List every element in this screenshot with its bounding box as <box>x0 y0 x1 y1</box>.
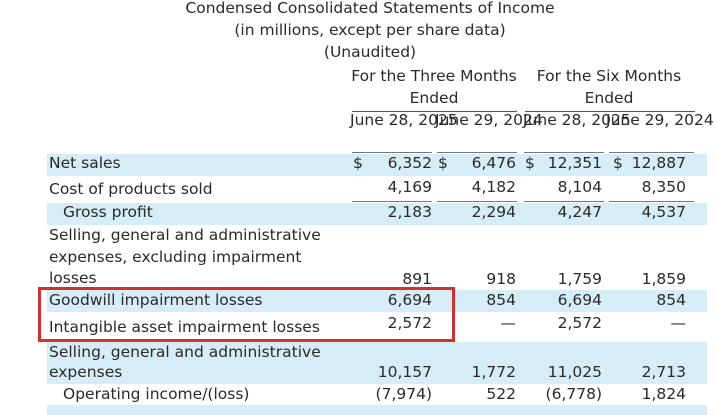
row-label: Selling, general and administrative expe… <box>49 343 321 381</box>
cell-value: 4,247 <box>557 203 602 221</box>
col-rule-2 <box>437 152 517 153</box>
currency-symbol: $ <box>613 154 623 172</box>
cell-value: (6,778) <box>545 385 602 403</box>
cell-value: 2,572 <box>557 314 602 332</box>
table-row-operating-income: Operating income/(loss) (7,974) 522 (6,7… <box>47 384 707 406</box>
audit-note: (Unaudited) <box>323 43 417 61</box>
group-header-six-months: For the Six Months Ended <box>536 67 682 107</box>
cell-value: 12,351 <box>547 154 602 172</box>
table-row-sga-excluding-impairment: Selling, general and administrative expe… <box>47 225 707 289</box>
row-label: Goodwill impairment losses <box>49 291 263 309</box>
currency-symbol: $ <box>353 154 363 172</box>
cell-value: 8,350 <box>641 178 686 196</box>
cell-value: — <box>500 314 517 332</box>
cell-value: 891 <box>402 270 432 288</box>
row-label: Intangible asset impairment losses <box>49 318 320 336</box>
subtotal-rule <box>609 201 694 202</box>
cell-value: 2,294 <box>471 203 516 221</box>
table-row-goodwill-impairment: Goodwill impairment losses 6,694 854 6,6… <box>47 290 707 312</box>
subtotal-rule <box>437 201 517 202</box>
row-label: Gross profit <box>63 203 153 221</box>
cell-value: 854 <box>656 291 686 309</box>
cell-value: 6,694 <box>557 291 602 309</box>
column-header-q-2024: June 29, 2024 <box>435 111 543 129</box>
table-row-net-sales: Net sales $ $ $ $ 6,352 6,476 12,351 12,… <box>47 154 707 176</box>
cell-value: 11,025 <box>547 363 602 381</box>
group-underline-six <box>525 111 695 112</box>
row-label: Operating income/(loss) <box>63 385 250 403</box>
col-rule-1 <box>352 152 432 153</box>
currency-symbol: $ <box>438 154 448 172</box>
cell-value: 2,713 <box>641 363 686 381</box>
cell-value: 8,104 <box>557 178 602 196</box>
cell-value: 918 <box>486 270 516 288</box>
cell-value: 10,157 <box>377 363 432 381</box>
cell-value: 1,759 <box>557 270 602 288</box>
cell-value: 1,772 <box>471 363 516 381</box>
subtotal-rule <box>352 201 432 202</box>
currency-symbol: $ <box>525 154 535 172</box>
cell-value: 12,887 <box>631 154 686 172</box>
column-header-ytd-2024: June 29, 2024 <box>606 111 714 129</box>
table-row-cutoff <box>47 405 707 415</box>
impairment-highlight-box <box>38 287 455 342</box>
cell-value: 1,859 <box>641 270 686 288</box>
statement-title: Condensed Consolidated Statements of Inc… <box>185 0 555 17</box>
cell-value: 4,537 <box>641 203 686 221</box>
table-row-cost-of-products-sold: Cost of products sold 4,169 4,182 8,104 … <box>47 178 707 202</box>
row-label: Net sales <box>49 154 121 172</box>
column-header-q-2025: June 28, 2025 <box>350 111 458 129</box>
col-rule-4 <box>609 152 694 153</box>
column-header-ytd-2025: June 28, 2025 <box>523 111 631 129</box>
table-row-intangible-impairment: Intangible asset impairment losses 2,572… <box>47 313 707 339</box>
group-underline-three <box>352 111 517 112</box>
cell-value: 2,183 <box>387 203 432 221</box>
table-row-sga-total: Selling, general and administrative expe… <box>47 342 707 384</box>
row-label: Selling, general and administrative expe… <box>49 226 321 287</box>
cell-value: 522 <box>486 385 516 403</box>
group-header-three-months: For the Three Months Ended <box>351 67 517 107</box>
table-row-gross-profit: Gross profit 2,183 2,294 4,247 4,537 <box>47 203 707 225</box>
cell-value: 6,694 <box>387 291 432 309</box>
cell-value: 4,182 <box>471 178 516 196</box>
cell-value: 854 <box>486 291 516 309</box>
cell-value: 1,824 <box>641 385 686 403</box>
col-rule-3 <box>524 152 604 153</box>
cell-value: 6,352 <box>387 154 432 172</box>
statement-subtitle: (in millions, except per share data) <box>234 21 506 39</box>
cell-value: 2,572 <box>387 314 432 332</box>
cell-value: 6,476 <box>471 154 516 172</box>
cell-value: — <box>670 314 687 332</box>
cell-value: (7,974) <box>375 385 432 403</box>
subtotal-rule <box>524 201 604 202</box>
row-label: Cost of products sold <box>49 180 213 198</box>
cell-value: 4,169 <box>387 178 432 196</box>
